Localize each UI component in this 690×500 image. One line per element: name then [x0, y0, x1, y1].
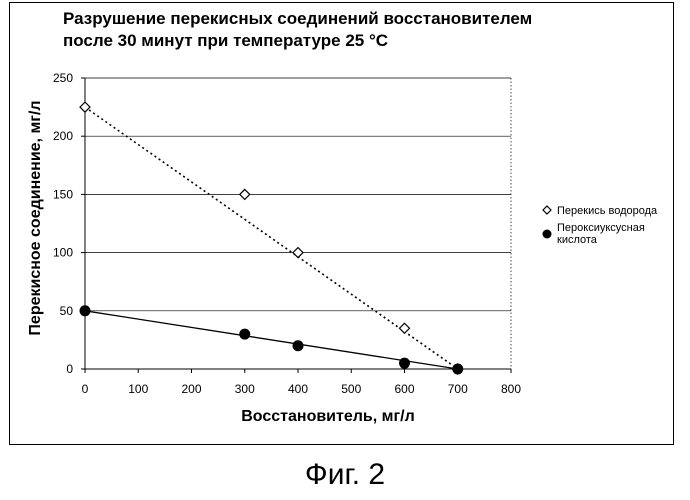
x-tick-label-600: 600 — [394, 382, 414, 396]
y-tick-label-0: 0 — [66, 362, 73, 376]
chart-title-line-2: после 30 минут при температуре 25 °C — [63, 31, 388, 50]
legend-label-peracetic-acid-line-1: Пероксиуксусная — [557, 222, 645, 234]
y-tick-label-50: 50 — [60, 304, 74, 318]
data-point-series-1-2 — [293, 340, 304, 351]
x-tick-label-100: 100 — [128, 382, 148, 396]
data-point-series-1-4 — [452, 364, 463, 375]
x-axis-label: Восстановитель, мг/л — [241, 408, 415, 425]
x-tick-label-700: 700 — [448, 382, 468, 396]
y-axis-label: Перекисное соединение, мг/л — [27, 100, 44, 335]
x-tick-label-400: 400 — [288, 382, 308, 396]
x-tick-label-800: 800 — [501, 382, 521, 396]
legend: Перекись водорода Пероксиуксусная кислот… — [543, 205, 659, 246]
data-point-series-1-3 — [399, 358, 410, 369]
y-tick-label-250: 250 — [53, 71, 73, 85]
y-tick-label-200: 200 — [53, 129, 73, 143]
x-tick-label-300: 300 — [235, 382, 255, 396]
y-tick-label-150: 150 — [53, 187, 73, 201]
x-tick-label-0: 0 — [82, 382, 89, 396]
x-tick-label-200: 200 — [181, 382, 201, 396]
data-point-series-1-0 — [80, 305, 91, 316]
chart: Разрушение перекисных соединений восстан… — [0, 0, 690, 450]
figure-caption: Фиг. 2 — [0, 458, 690, 492]
data-point-series-0-0 — [80, 102, 90, 112]
x-tick-label-500: 500 — [341, 382, 361, 396]
legend-label-peracetic-acid-line-2: кислота — [557, 234, 598, 246]
legend-label-hydrogen-peroxide: Перекись водорода — [557, 205, 658, 217]
y-tick-label-100: 100 — [53, 246, 73, 260]
legend-marker-hydrogen-peroxide — [543, 206, 551, 214]
plot-area: 0 50 100 150 200 250 0 100 200 300 400 500 600 700 800 — [53, 71, 521, 396]
data-point-series-0-3 — [400, 323, 410, 333]
data-point-series-0-2 — [293, 248, 303, 258]
data-point-series-1-1 — [239, 329, 250, 340]
data-point-series-0-1 — [240, 189, 250, 199]
chart-title-line-1: Разрушение перекисных соединений восстан… — [63, 9, 532, 28]
legend-marker-peracetic-acid — [543, 230, 552, 239]
